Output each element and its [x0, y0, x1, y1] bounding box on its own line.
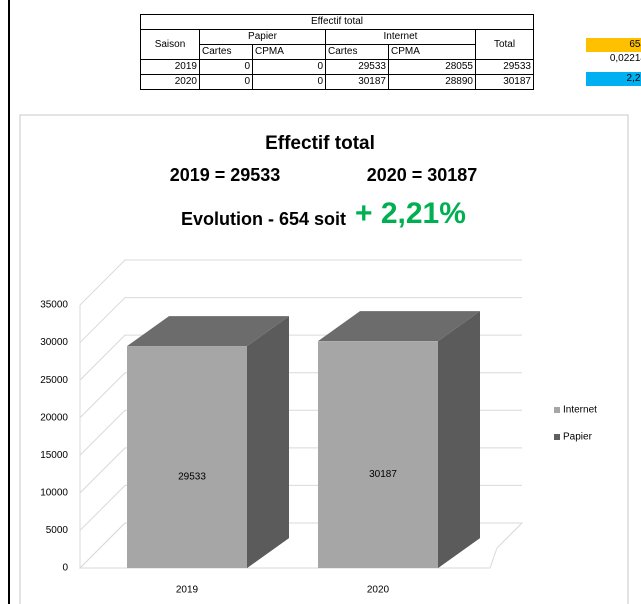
subtitle: 2019 = 29533	[170, 165, 281, 185]
evolution: Evolution - 654 soit	[181, 209, 346, 229]
grid-line	[79, 259, 522, 306]
x-tick-label: 2019	[176, 585, 199, 596]
bar	[318, 341, 438, 568]
y-tick-label: 15000	[40, 450, 68, 461]
subtitle: 2020 = 30187	[367, 165, 478, 185]
bar-top	[127, 316, 289, 347]
side-cell: 2,21	[586, 72, 641, 86]
y-tick-label: 35000	[40, 300, 68, 311]
data-label: 29533	[178, 472, 206, 483]
y-tick-label: 0	[62, 563, 68, 574]
x-tick-label: 2020	[367, 585, 390, 596]
data-table: Effectif total Saison Papier Internet To…	[140, 14, 534, 90]
y-tick-label: 20000	[40, 412, 68, 423]
header: Total	[475, 29, 534, 60]
legend-label: Papier	[563, 432, 593, 443]
y-tick-label: 30000	[40, 337, 68, 348]
grid-line	[79, 297, 522, 343]
bar-side	[438, 311, 480, 568]
table-cell: 0	[199, 74, 253, 90]
data-label: 30187	[369, 469, 397, 480]
y-tick-label: 5000	[46, 525, 69, 536]
legend-label: Internet	[563, 405, 597, 416]
y-tick-label: 10000	[40, 487, 68, 498]
bar-side	[247, 316, 289, 568]
table-row: 2020 0 0 30187 28890 30187	[140, 74, 534, 90]
legend-swatch	[554, 407, 560, 413]
evolution-pct: + 2,21%	[355, 197, 466, 230]
side-cell: 0,02214	[609, 53, 641, 64]
bar-top	[318, 311, 480, 342]
chart-title: Effectif total	[265, 133, 375, 154]
table-cell: 30187	[325, 74, 389, 90]
y-tick-label: 25000	[40, 375, 68, 386]
bar	[127, 346, 247, 568]
legend-swatch	[554, 434, 560, 440]
table-cell: 30187	[475, 74, 534, 90]
border	[8, 0, 10, 604]
side-cell: 654	[586, 38, 641, 52]
